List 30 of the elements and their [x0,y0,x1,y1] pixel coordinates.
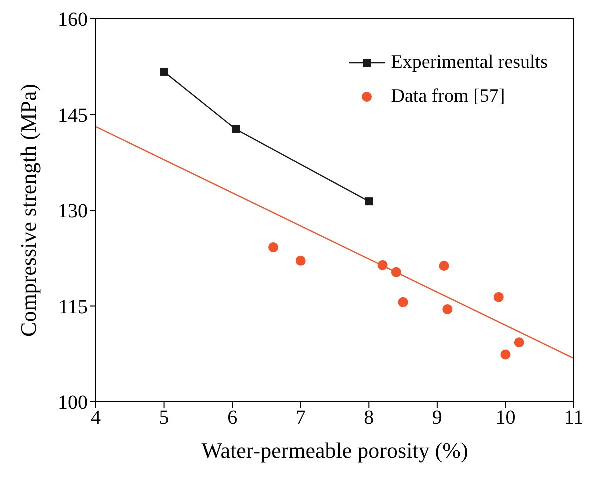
legend-label: Experimental results [391,51,548,75]
point [442,304,453,314]
x-tick-label: 5 [159,407,170,430]
point [391,267,402,278]
x-tick-label: 9 [432,407,442,430]
x-tick-label: 8 [364,407,374,430]
point [439,261,450,272]
point [378,260,388,270]
point [160,68,168,76]
point [365,198,374,206]
x-tick-label: 4 [91,407,101,430]
x-tick-label: 7 [296,407,306,430]
x-tick-label: 10 [496,407,516,430]
y-tick-label: 100 [58,392,88,414]
y-tick-label: 130 [58,200,88,223]
y-tick-label: 115 [58,296,88,318]
y-axis-title: Compressive strength (MPa) [16,84,41,337]
point [232,125,240,134]
point [500,350,511,360]
x-tick-label: 11 [564,407,584,430]
y-tick-label: 145 [58,104,88,127]
x-tick-label: 6 [228,407,238,430]
x-axis-title: Water-permeable porosity (%) [202,438,468,463]
legend-label: Data from [57] [391,85,506,109]
point [268,242,279,253]
point [494,292,504,302]
point [398,297,408,308]
point [296,256,306,266]
y-tick-label: 160 [58,9,88,32]
point [514,338,524,348]
